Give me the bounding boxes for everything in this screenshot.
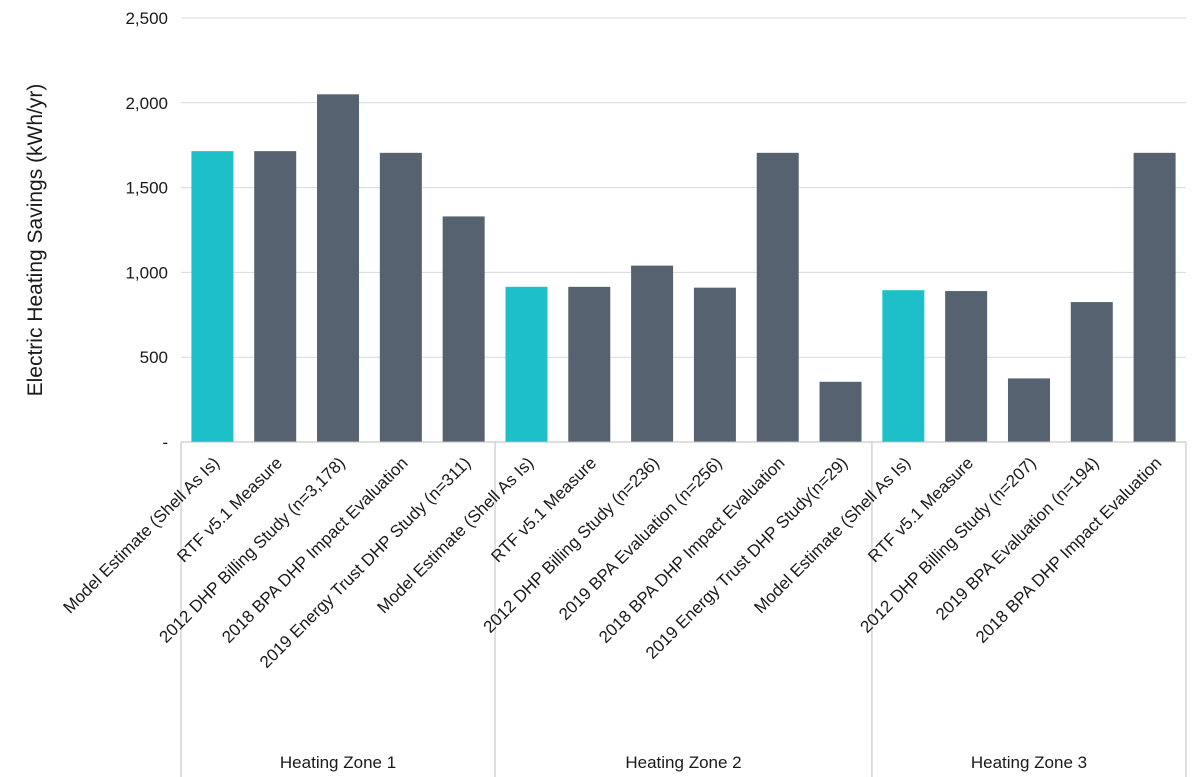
bar bbox=[254, 151, 297, 443]
bar bbox=[1133, 152, 1176, 442]
bar bbox=[505, 286, 548, 442]
bar bbox=[819, 381, 862, 442]
group-label: Heating Zone 1 bbox=[280, 753, 396, 772]
group-label: Heating Zone 3 bbox=[971, 753, 1087, 772]
axes bbox=[180, 441, 1187, 777]
bar bbox=[693, 287, 736, 442]
y-tick-label: 2,000 bbox=[125, 94, 168, 113]
bar bbox=[1007, 378, 1050, 442]
y-tick-label: 1,500 bbox=[125, 179, 168, 198]
bar bbox=[568, 286, 611, 442]
bar bbox=[1070, 302, 1113, 442]
bar bbox=[945, 291, 988, 442]
bar bbox=[317, 94, 360, 442]
y-axis-title: Electric Heating Savings (kWh/yr) bbox=[24, 84, 47, 397]
group-label: Heating Zone 2 bbox=[625, 753, 741, 772]
bar bbox=[379, 152, 422, 442]
bars bbox=[191, 94, 1176, 443]
y-tick-label: 500 bbox=[140, 348, 168, 367]
y-tick-label: 2,500 bbox=[125, 9, 168, 28]
bar bbox=[442, 216, 485, 442]
bar bbox=[191, 151, 234, 443]
y-tick-label: 1,000 bbox=[125, 263, 168, 282]
category-label: RTF v5.1 Measure bbox=[173, 453, 286, 566]
bar bbox=[631, 265, 674, 442]
y-tick-label: - bbox=[162, 433, 168, 452]
category-label: RTF v5.1 Measure bbox=[487, 453, 600, 566]
bar bbox=[756, 152, 799, 442]
category-label: RTF v5.1 Measure bbox=[864, 453, 977, 566]
bar bbox=[882, 290, 925, 442]
